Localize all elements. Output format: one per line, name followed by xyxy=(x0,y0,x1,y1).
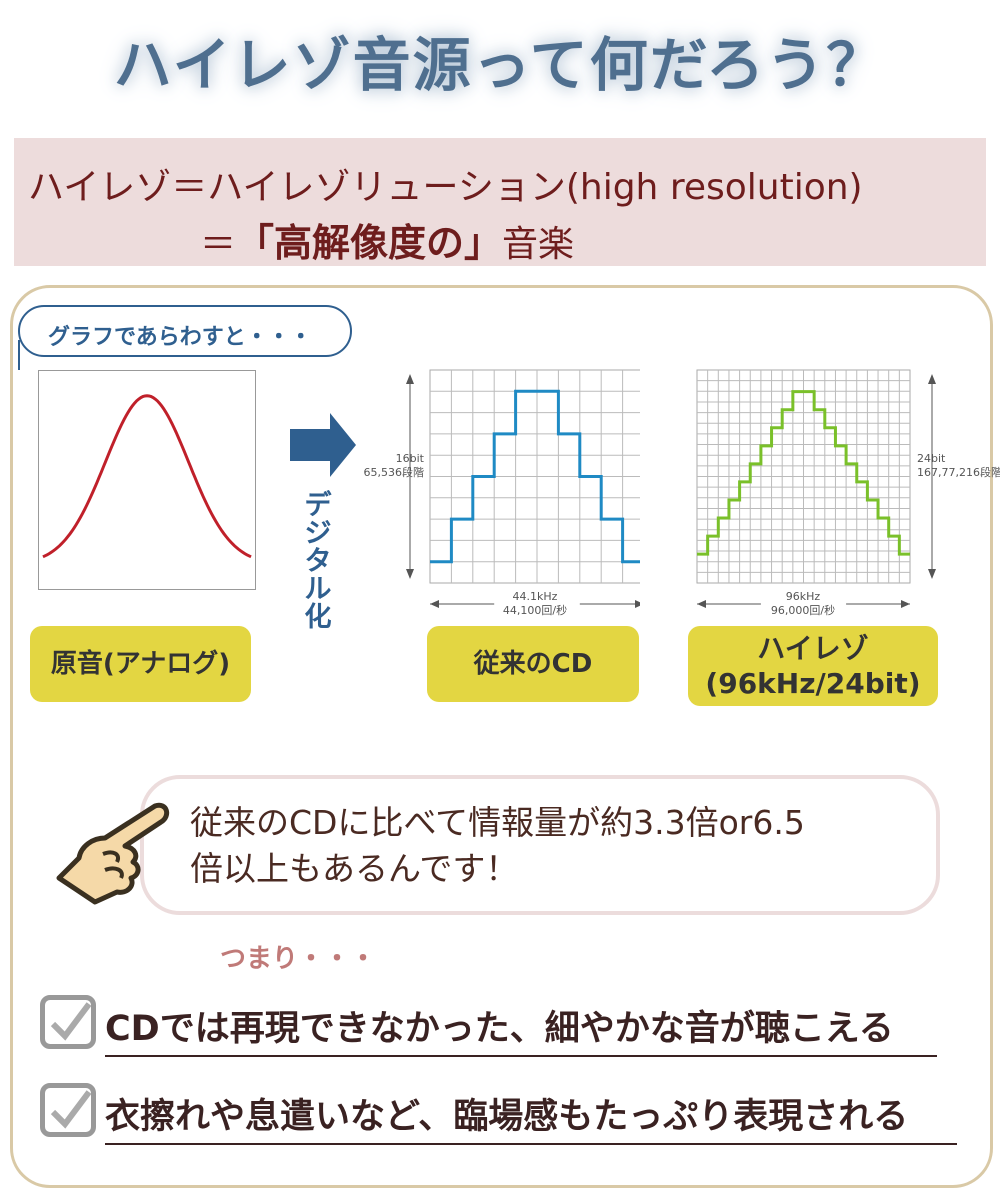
hires-label-line-1: ハイレゾ xyxy=(757,632,869,665)
definition-box xyxy=(14,138,986,266)
cd-samples-label: 44,100回/秒 xyxy=(502,604,568,617)
cd-bit-label: 16bit xyxy=(395,452,424,465)
hires-chart xyxy=(696,369,936,608)
arrow-head xyxy=(406,374,414,384)
hires-x-label: 96kHz 96,000回/秒 xyxy=(748,590,858,618)
message-text: 従来のCDに比べて情報量が約3.3倍or6.5 倍以上もあるんです！ xyxy=(190,800,805,892)
checkbox-icon xyxy=(40,995,96,1049)
message-line-1: 従来のCDに比べて情報量が約3.3倍or6.5 xyxy=(190,803,805,842)
check-item: 衣擦れや息遣いなど、臨場感もたっぷり表現される xyxy=(105,1088,957,1145)
arrow-head xyxy=(901,600,910,608)
step-series xyxy=(697,390,910,556)
analog-label: 原音(アナログ) xyxy=(30,626,251,702)
arrow-head xyxy=(635,600,640,608)
definition-prefix: ＝ xyxy=(200,224,237,265)
page-title: ハイレゾ音源って何だろう？ xyxy=(113,31,887,99)
definition-suffix: 音楽 xyxy=(502,224,575,265)
hires-rate-label: 96kHz xyxy=(785,590,821,603)
message-line-2: 倍以上もあるんです！ xyxy=(190,849,519,888)
message-bubble xyxy=(140,775,940,915)
arrow-head xyxy=(406,569,414,579)
checkbox-icon xyxy=(40,1083,96,1137)
arrow-head xyxy=(928,374,936,384)
cd-y-label: 16bit 65,536段階 xyxy=(362,452,425,480)
cd-x-label: 44.1kHz 44,100回/秒 xyxy=(480,590,590,618)
arrow-head xyxy=(697,600,706,608)
definition-line-2: ＝「高解像度の」音楽 xyxy=(200,212,574,267)
speech-bubble: グラフであらわすと・・・ xyxy=(18,305,352,357)
definition-line-1: ハイレゾ＝ハイレゾリューション(high resolution) xyxy=(28,167,863,208)
definition-emphasis: 「高解像度の」 xyxy=(236,221,503,265)
hires-y-label: 24bit 167,77,216段階 xyxy=(917,452,1000,480)
cd-steps-label: 65,536段階 xyxy=(363,466,425,479)
analog-curve xyxy=(42,394,252,559)
hires-samples-label: 96,000回/秒 xyxy=(770,604,836,617)
right-arrow-icon xyxy=(290,413,356,477)
hires-label: ハイレゾ (96kHz/24bit) xyxy=(688,626,938,706)
cd-label: 従来のCD xyxy=(427,626,639,702)
cd-chart xyxy=(406,369,640,608)
hires-label-line-2: (96kHz/24bit) xyxy=(705,667,921,700)
hires-bit-label: 24bit xyxy=(917,452,946,465)
analog-chart xyxy=(38,370,256,590)
digitize-label: デジタル化 xyxy=(304,490,332,633)
main-panel xyxy=(10,285,993,1188)
cd-rate-label: 44.1kHz xyxy=(512,590,558,603)
hires-steps-label: 167,77,216段階 xyxy=(917,466,1000,479)
step-series xyxy=(430,389,640,564)
arrow-head xyxy=(928,569,936,579)
arrow-head xyxy=(430,600,439,608)
pointing-hand-icon xyxy=(56,802,170,905)
bubble-tail xyxy=(18,340,38,370)
conclusion-lead: つまり・・・ xyxy=(220,944,377,974)
check-item: CDでは再現できなかった、細やかな音が聴こえる xyxy=(105,1000,937,1057)
